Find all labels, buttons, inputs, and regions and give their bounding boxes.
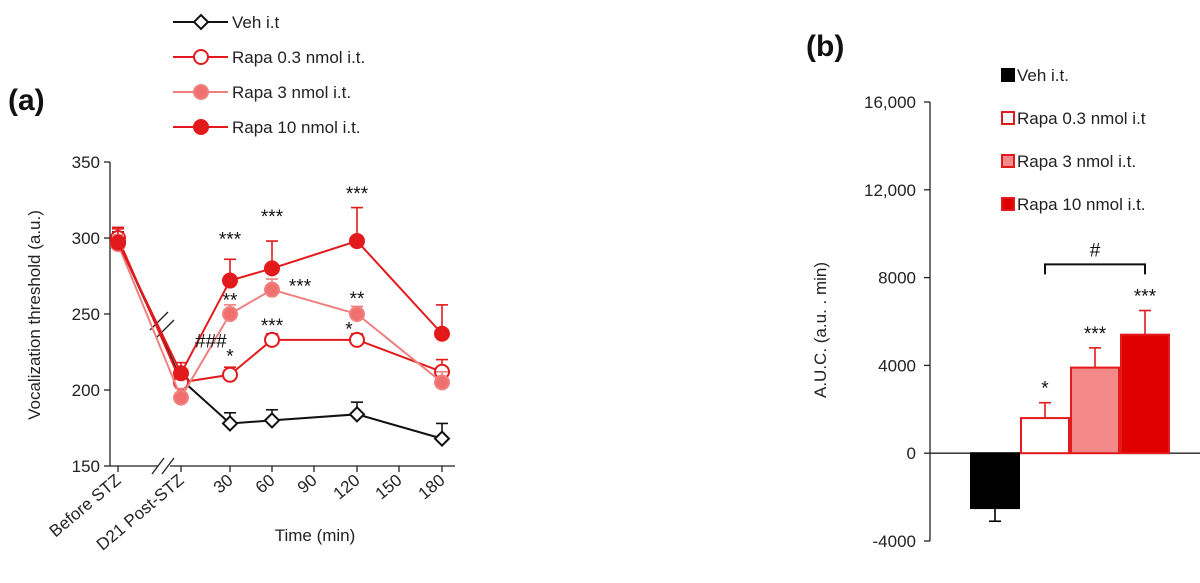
panel-b-legend-label: Rapa 3 nmol i.t. [1017, 152, 1136, 171]
panel-a-x-tick-label: 60 [252, 471, 279, 498]
panel-a-data-point [264, 281, 280, 298]
panel-a-significance-label: *** [346, 184, 369, 205]
panel-a-data-point [434, 325, 450, 342]
panel-a-data-point [349, 233, 365, 250]
panel-b-annotations: *******# [1041, 240, 1156, 399]
panel-a-legend-label: Rapa 10 nmol i.t. [232, 118, 361, 137]
panel-a-data-point [433, 430, 451, 448]
panel-b-legend-swatch [1001, 68, 1015, 82]
panel-a-legend-label: Rapa 3 nmol i.t. [232, 83, 351, 102]
panel-a-significance-label: * [345, 319, 353, 340]
panel-b-legend: Veh i.t. Rapa 0.3 nmol i.t Rapa 3 nmol i.t… [1001, 66, 1146, 214]
panel-b-legend-label: Rapa 0.3 nmol i.t [1017, 109, 1146, 128]
panel-b-bar [1020, 417, 1070, 455]
panel-a-x-tick-label: 30 [210, 471, 237, 498]
panel-a-significance-label: *** [219, 230, 242, 251]
panel-a-legend-label: Veh i.t [232, 13, 280, 32]
panel-a-annotations: ###********************* [195, 184, 369, 368]
panel-a-legend: Veh i.t Rapa 0.3 nmol i.t. Rapa 3 nmol i.t… [173, 13, 365, 137]
panel-b-significance-label: * [1041, 379, 1049, 400]
panel-a-data-point [221, 415, 239, 432]
panel-a-series-line [117, 239, 443, 376]
panel-a-x-break-mark [161, 457, 175, 475]
panel-a-data-point [263, 411, 281, 429]
panel-b-legend-swatch [1001, 111, 1015, 125]
panel-a-y-axis: 150 200 250 300 350 [72, 153, 111, 476]
panel-a-significance-label: ### [195, 331, 227, 352]
panel-a-data-point [434, 374, 450, 391]
panel-a-x-tick-label: 150 [372, 471, 406, 504]
panel-a-y-title: Vocalization threshold (a.u.) [25, 210, 44, 420]
panel-b-label: (b) [806, 30, 844, 63]
panel-a-legend-marker [192, 13, 210, 31]
panel-a-label: (a) [8, 84, 45, 117]
panel-b-bar [1120, 333, 1170, 455]
panel-a-series-group [109, 206, 451, 448]
panel-a-data-point [222, 366, 238, 383]
panel-b-y-tick-label: -4000 [873, 532, 916, 551]
panel-b-legend-label: Rapa 10 nmol i.t. [1017, 195, 1146, 214]
panel-b-bracket-label: # [1090, 240, 1101, 261]
panel-a-legend-label: Rapa 0.3 nmol i.t. [232, 48, 365, 67]
panel-a-data-point [173, 389, 189, 406]
panel-a-data-point [349, 306, 365, 322]
panel-b-comparison-bracket [1044, 263, 1146, 275]
panel-b-y-tick-label: 16,000 [864, 93, 916, 112]
panel-b-legend-swatch [1001, 197, 1015, 211]
panel-b-bar [1070, 366, 1120, 455]
panel-a-significance-label: ** [350, 289, 365, 310]
panel-a-y-tick-label: 350 [72, 153, 100, 172]
panel-a-data-point [348, 405, 366, 423]
panel-a-legend-marker [193, 49, 209, 65]
panel-b-y-title: A.U.C. (a.u. . min) [811, 262, 830, 398]
panel-a-x-break-mark [151, 457, 165, 475]
panel-a-y-tick-label: 200 [72, 381, 100, 400]
panel-a-x-tick-label: 120 [330, 471, 364, 504]
panel-a-series-break-mark [155, 319, 175, 339]
panel-a-series-line [117, 243, 443, 400]
panel-b-y-tick-label: 12,000 [864, 181, 916, 200]
panel-a-significance-label: * [226, 347, 234, 368]
panel-b-y-tick-label: 8000 [878, 269, 916, 288]
panel-a-y-tick-label: 250 [72, 305, 100, 324]
panel-a-legend-marker [193, 119, 209, 135]
panel-b-legend-swatch [1001, 154, 1015, 168]
panel-a-significance-label: *** [261, 207, 284, 228]
panel-a-y-tick-label: 300 [72, 229, 100, 248]
panel-a-data-point [264, 331, 280, 348]
panel-a-x-tick-label: 180 [415, 471, 449, 504]
panel-b-significance-label: *** [1134, 287, 1157, 308]
panel-a-series-line [117, 237, 443, 384]
panel-b-bar [970, 452, 1020, 510]
panel-a-y-tick-label: 150 [72, 457, 100, 476]
panel-a-x-tick-label: 90 [294, 471, 321, 498]
panel-a-significance-label: *** [289, 277, 312, 298]
panel-a-x-title: Time (min) [275, 526, 356, 545]
panel-b-y-tick-label: 0 [907, 444, 916, 463]
panel-a-data-point [264, 260, 280, 277]
panel-a-data-point [110, 234, 126, 251]
panel-a-legend-marker [193, 84, 209, 100]
panel-a-significance-label: *** [261, 316, 284, 337]
panel-b-legend-label: Veh i.t. [1017, 66, 1069, 85]
panel-a-data-point [349, 331, 365, 348]
panel-a-data-point [222, 272, 238, 289]
panel-b-bars [970, 309, 1170, 523]
panel-a-data-point [173, 365, 189, 382]
panel-b-significance-label: *** [1084, 324, 1107, 345]
panel-a-significance-label: ** [223, 290, 238, 311]
panel-b-y-tick-label: 4000 [878, 356, 916, 375]
panel-a-data-point [222, 306, 238, 322]
